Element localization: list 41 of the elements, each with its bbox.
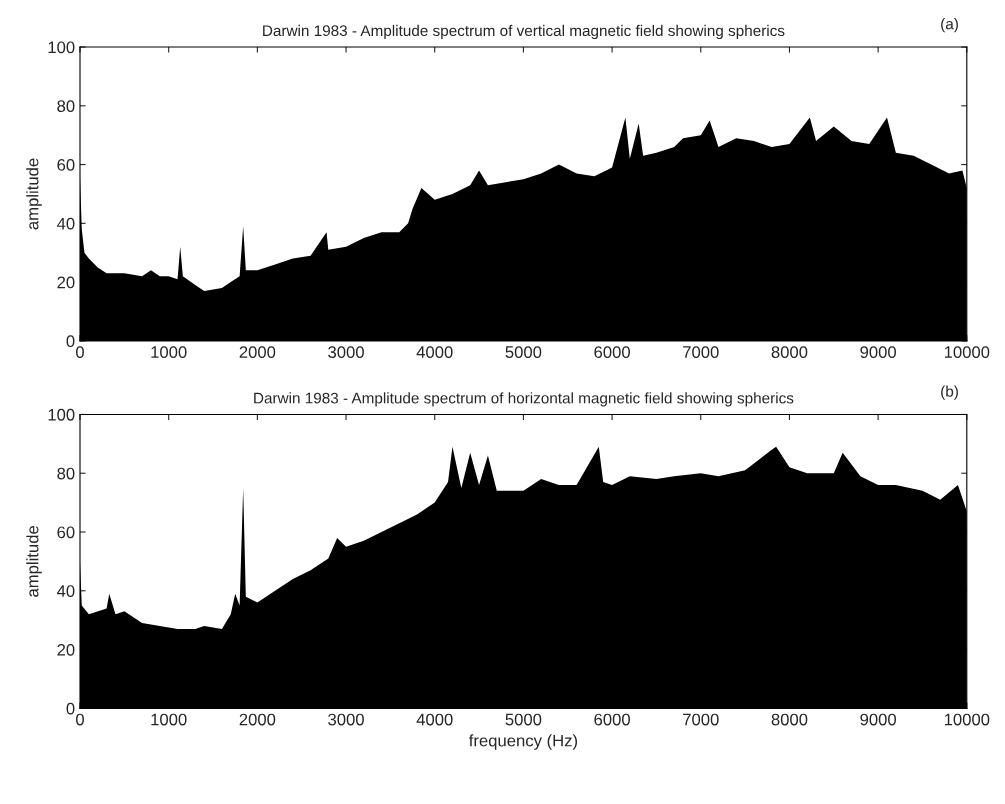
x-tick-label: 10000 [944, 713, 990, 726]
y-tick-label: 20 [57, 276, 75, 289]
x-tick-label: 9000 [860, 346, 897, 358]
x-tick-label: 5000 [505, 713, 542, 726]
y-tick-label: 60 [57, 526, 75, 539]
x-tick-label: 8000 [771, 346, 808, 358]
x-tick-label: 1000 [151, 346, 187, 358]
y-axis-title: amplitude [26, 158, 42, 230]
y-tick-label: 100 [48, 408, 75, 421]
x-tick-label: 0 [76, 346, 84, 358]
y-tick-label: 20 [57, 643, 75, 656]
x-tick-label: 1000 [151, 713, 187, 726]
y-tick-label: 100 [48, 41, 75, 54]
x-tick-label: 3000 [328, 346, 364, 358]
y-axis-title: amplitude [26, 526, 42, 597]
y-tick-label: 40 [56, 217, 75, 230]
x-tick-label: 6000 [594, 713, 630, 726]
x-tick-label: 6000 [594, 346, 630, 358]
x-tick-label: 2000 [239, 713, 276, 726]
x-tick-label: 10000 [944, 346, 990, 358]
chart-title: Darwin 1983 - Amplitude spectrum of vertical magnetic field showing spherics [263, 24, 785, 40]
x-tick-label: 4000 [416, 346, 453, 358]
y-tick-label: 80 [57, 467, 75, 480]
text: (a) [941, 18, 958, 33]
x-tick-label: 4000 [416, 713, 453, 726]
x-tick-label: 3000 [328, 713, 364, 726]
x-tick-label: 8000 [771, 713, 808, 726]
x-axis-title: frequency (Hz) [469, 734, 578, 750]
y-tick-label: 80 [57, 100, 75, 113]
x-tick-label: 2000 [239, 346, 276, 358]
y-tick-label: 0 [66, 702, 75, 715]
x-tick-label: 7000 [683, 346, 719, 358]
text: (b) [941, 385, 958, 400]
y-tick-label: 60 [57, 158, 75, 171]
y-tick-label: 40 [56, 585, 75, 597]
chart-title: Darwin 1983 - Amplitude spectrum of horizontal magnetic field showing spherics [254, 392, 794, 407]
x-tick-label: 0 [76, 713, 84, 726]
x-tick-label: 9000 [860, 713, 897, 726]
y-tick-label: 0 [66, 335, 75, 348]
x-tick-label: 5000 [505, 346, 542, 358]
x-tick-label: 7000 [683, 713, 719, 726]
